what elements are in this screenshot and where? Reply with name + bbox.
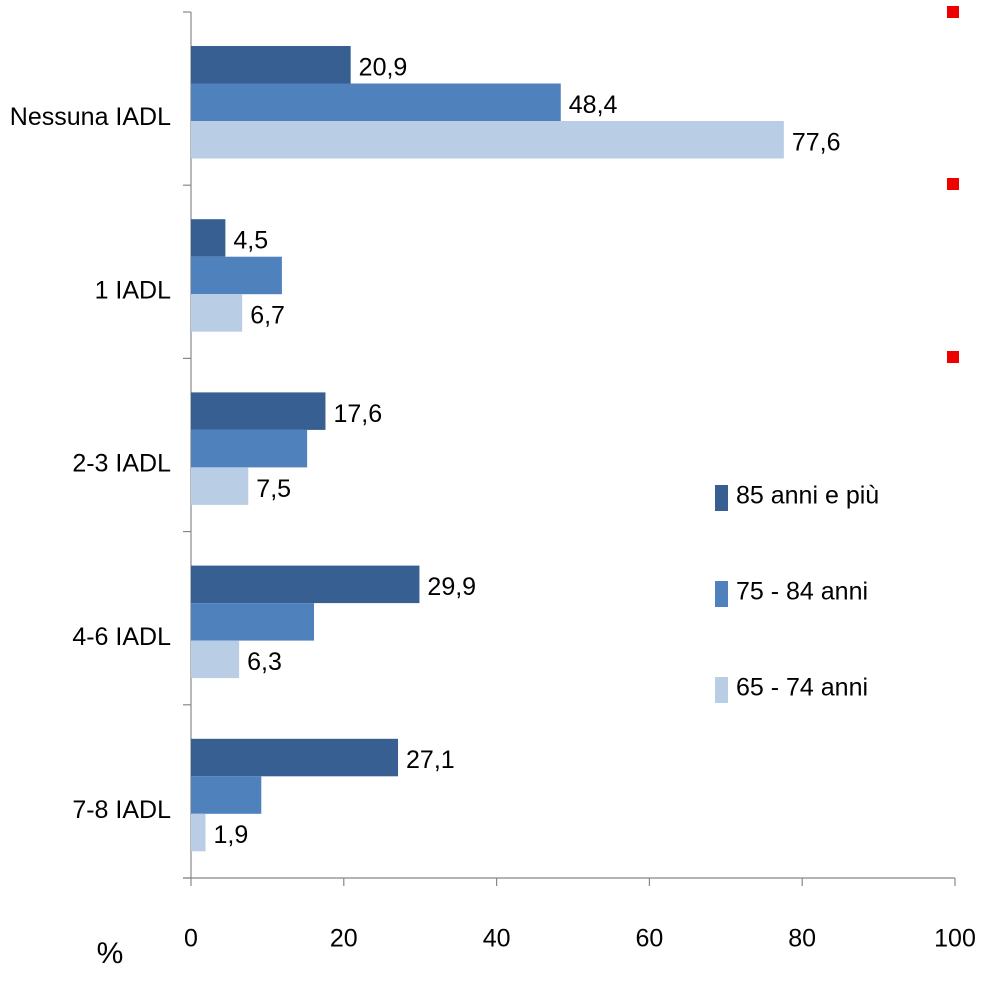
- x-tick-label: 0: [184, 925, 198, 953]
- marker: [947, 178, 959, 190]
- bar: [191, 603, 315, 641]
- bar: [191, 640, 240, 679]
- x-tick-label: 20: [330, 925, 358, 953]
- x-tick-label: 80: [788, 925, 816, 953]
- bar: [191, 294, 243, 332]
- data-label: 4,5: [233, 227, 268, 255]
- data-label: 6,7: [250, 302, 285, 330]
- y-tick-label: 1 IADL: [95, 276, 172, 304]
- bar: [191, 46, 351, 84]
- x-tick-label: 40: [483, 925, 511, 953]
- bar: [191, 738, 399, 777]
- data-label: 17,6: [333, 400, 382, 428]
- legend-label: 65 - 74 anni: [736, 674, 868, 702]
- marker: [947, 6, 959, 18]
- y-tick-label: 2-3 IADL: [72, 450, 171, 478]
- legend-label: 75 - 84 anni: [736, 578, 868, 606]
- x-tick-label: 60: [635, 925, 663, 953]
- data-label: 48,4: [569, 91, 618, 119]
- data-label: 20,9: [359, 53, 408, 81]
- bar: [191, 256, 282, 295]
- data-label: 6,3: [247, 648, 282, 676]
- bar: [191, 813, 206, 852]
- data-label: 7,5: [256, 475, 291, 503]
- bar: [191, 83, 561, 121]
- data-label: 1,9: [214, 821, 249, 849]
- bar: [191, 392, 326, 430]
- data-label: 29,9: [427, 573, 476, 601]
- data-label: 77,6: [792, 128, 841, 156]
- y-tick-label: 7-8 IADL: [72, 796, 171, 824]
- axis-label: %: [97, 937, 124, 970]
- legend-label: 85 anni e più: [736, 482, 879, 510]
- data-label: 27,1: [406, 746, 455, 774]
- bar: [191, 429, 308, 468]
- y-tick-label: Nessuna IADL: [10, 103, 171, 131]
- bar: [191, 467, 249, 505]
- legend-swatch: [715, 485, 728, 511]
- bar: [191, 121, 784, 159]
- legend-swatch: [715, 677, 728, 703]
- marker: [947, 351, 959, 363]
- bar: [191, 565, 420, 604]
- y-tick-label: 4-6 IADL: [72, 623, 171, 651]
- bar: [191, 776, 262, 814]
- x-tick-label: 100: [934, 925, 976, 953]
- bar: [191, 219, 226, 257]
- legend-swatch: [715, 581, 728, 607]
